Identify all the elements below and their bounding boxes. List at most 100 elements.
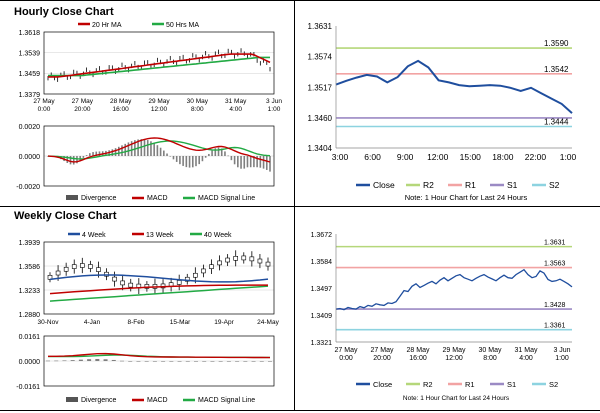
ma4-line — [49, 274, 269, 283]
divergence-bar — [240, 156, 242, 169]
x-tick-label: 4:00 — [519, 355, 533, 362]
ma40-line — [49, 285, 269, 302]
divergence-bar — [211, 150, 213, 156]
y-tick-label: 1.3584 — [311, 259, 333, 266]
ma20-line — [48, 53, 271, 78]
x-tick-label: 8:00 — [191, 106, 204, 113]
divergence-bar — [237, 156, 239, 168]
legend-r1-label: R1 — [465, 180, 476, 190]
x-tick-label: 9:00 — [397, 152, 414, 162]
divergence-bar — [268, 361, 272, 362]
x-tick-label: 27 May — [33, 98, 55, 105]
divergence-bar — [269, 156, 271, 172]
ma13-line — [49, 284, 268, 295]
divergence-bar — [191, 156, 194, 168]
legend-close-label: Close — [373, 380, 392, 389]
level-label-s2: 1.3361 — [544, 323, 566, 330]
y-tick-label: 0.0161 — [19, 334, 41, 341]
divergence-bar — [253, 156, 255, 168]
divergence-bar — [46, 360, 50, 362]
level-label-r2: 1.3590 — [544, 39, 569, 48]
divergence-bar — [249, 156, 252, 168]
x-tick-label: 15:00 — [460, 152, 482, 162]
divergence-bar — [163, 150, 165, 156]
x-tick-label: 1:00 — [560, 152, 577, 162]
divergence-bar — [217, 147, 220, 156]
weekly-bar-body — [241, 255, 247, 261]
plot-frame — [43, 335, 275, 387]
divergence-bar — [182, 156, 184, 166]
x-tick-label: 20:00 — [74, 106, 91, 113]
divergence-bar — [195, 156, 197, 167]
close-series-line — [335, 268, 573, 311]
divergence-bar — [251, 361, 256, 362]
divergence-bar — [54, 360, 59, 362]
legend-divergence-swatch — [66, 195, 78, 200]
weekly-bar-body — [96, 267, 101, 272]
divergence-bar — [117, 146, 120, 156]
x-tick-label: 8:00 — [483, 355, 497, 362]
x-tick-label: 4-Jan — [84, 319, 101, 326]
divergence-bar — [224, 151, 226, 156]
divergence-bar — [166, 153, 168, 156]
divergence-bar — [185, 360, 190, 362]
y-tick-label: 1.3618 — [19, 30, 41, 37]
divergence-bar — [66, 156, 69, 163]
weekly-price-chart: 1.3939 1.3586 1.3233 1.2880 4 Week 13 Week 40 … — [19, 232, 280, 326]
x-tick-label: 19-Apr — [214, 319, 234, 326]
divergence-bar — [243, 361, 248, 362]
x-tick-label: 31 May — [515, 347, 538, 354]
divergence-bar — [82, 156, 85, 158]
weekly-bar-body — [112, 276, 117, 282]
legend-s1-label: S1 — [507, 380, 516, 389]
level-label-s2: 1.3444 — [544, 118, 569, 127]
x-tick-label: 30 May — [479, 347, 502, 354]
divergence-bar — [70, 360, 75, 361]
divergence-bar — [69, 156, 72, 165]
legend-s2-label: S2 — [549, 380, 558, 389]
divergence-bar — [220, 148, 223, 156]
weekly-bar-body — [104, 271, 109, 277]
divergence-bar — [179, 156, 181, 165]
x-tick-label: 27 May — [335, 347, 358, 354]
level-label-r1: 1.3563 — [544, 261, 566, 268]
legend-r2-label: R2 — [423, 380, 433, 389]
weekly-bar-body — [71, 264, 77, 269]
y-tick-label: 0.0000 — [19, 154, 41, 161]
y-tick-label: 1.3497 — [311, 286, 333, 293]
y-tick-label: 1.3233 — [19, 288, 41, 295]
divergence-bar — [127, 142, 130, 156]
y-tick-label: 1.3460 — [308, 114, 333, 123]
level-label-s1: 1.3428 — [544, 302, 566, 309]
legend-macd-label: MACD — [147, 397, 168, 404]
x-tick-label: 16:00 — [409, 355, 427, 362]
x-tick-label: 16:00 — [113, 106, 130, 113]
divergence-bar — [130, 141, 133, 156]
x-tick-label: 0:00 — [339, 355, 353, 362]
divergence-bar — [161, 361, 166, 362]
legend-r2-label: R2 — [423, 180, 434, 190]
x-tick-label: 27 May — [72, 98, 94, 105]
x-tick-label: 22:00 — [525, 152, 547, 162]
weekly-bar-body — [79, 263, 85, 268]
divergence-bar — [259, 361, 264, 362]
weekly-bar-body — [184, 276, 190, 282]
ma50-line — [48, 56, 270, 77]
divergence-bar — [111, 359, 116, 361]
y-tick-label: 1.3574 — [308, 53, 333, 62]
bottom-border — [0, 410, 600, 411]
x-tick-label: 29 May — [443, 347, 466, 354]
y-tick-label: 1.3517 — [308, 83, 333, 92]
y-tick-label: 0.0020 — [19, 124, 41, 131]
x-tick-label: 30 May — [187, 98, 209, 105]
divergence-bar — [172, 156, 175, 160]
weekly-bar-body — [193, 272, 198, 278]
x-tick-label: 12:00 — [427, 152, 449, 162]
hourly-price-chart: 1.3618 1.3539 1.3459 1.3379 20 Hr MA 50 Hrs M… — [19, 22, 283, 113]
level-label-r2: 1.3631 — [544, 240, 566, 247]
x-tick-label: 12:00 — [445, 355, 463, 362]
x-tick-label: 12:00 — [151, 106, 168, 113]
y-tick-label: -0.0161 — [16, 384, 40, 391]
legend-macd-label: MACD — [147, 195, 168, 202]
divergence-bar — [210, 361, 215, 362]
